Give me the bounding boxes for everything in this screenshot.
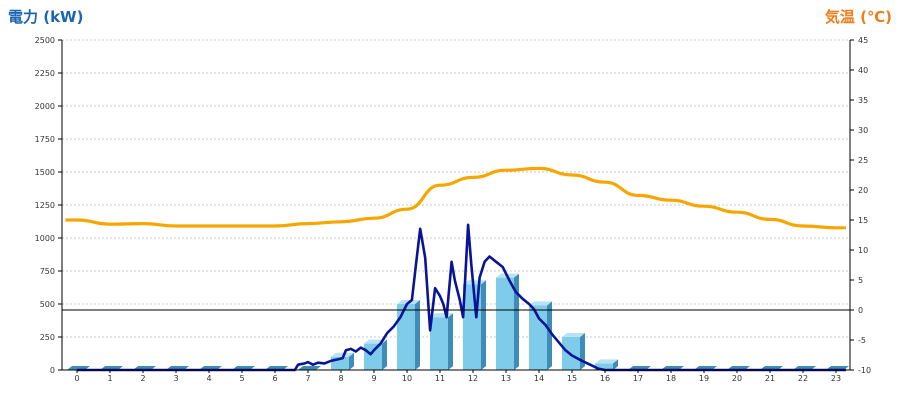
bar-top xyxy=(595,359,618,364)
bar-side xyxy=(514,273,519,370)
x-tick-label: 16 xyxy=(600,374,610,383)
x-tick-label: 7 xyxy=(305,374,310,383)
x-tick-label: 2 xyxy=(140,374,145,383)
left-tick-label: 1250 xyxy=(35,201,55,210)
bar-top xyxy=(562,333,585,337)
bar-side xyxy=(547,301,552,370)
right-axis-title: 気温 (℃) xyxy=(825,8,892,26)
bar-front xyxy=(595,363,613,370)
x-tick-label: 5 xyxy=(239,374,244,383)
bar-base xyxy=(298,366,321,370)
left-tick-label: 750 xyxy=(40,267,55,276)
x-tick-label: 0 xyxy=(74,374,79,383)
left-tick-label: 1750 xyxy=(35,135,55,144)
power-bar xyxy=(397,300,420,370)
x-tick-label: 17 xyxy=(633,374,643,383)
bar-front xyxy=(496,277,514,370)
right-tick-label: 0 xyxy=(858,306,863,315)
bar-front xyxy=(397,304,415,370)
x-tick-label: 18 xyxy=(666,374,676,383)
left-tick-label: 1000 xyxy=(35,234,55,243)
bar-front xyxy=(364,343,382,370)
axes xyxy=(58,39,854,373)
x-tick-label: 21 xyxy=(765,374,775,383)
x-tick-label: 6 xyxy=(272,374,277,383)
x-tick-label: 23 xyxy=(831,374,841,383)
x-tick-label: 20 xyxy=(732,374,742,383)
right-tick-label: 20 xyxy=(858,186,868,195)
data-lines xyxy=(65,166,846,372)
bar-top xyxy=(331,352,354,357)
right-tick-label: -10 xyxy=(858,366,871,375)
left-tick-label: 500 xyxy=(40,300,55,309)
x-tick-label: 4 xyxy=(206,374,211,383)
right-tick-label: 5 xyxy=(858,276,863,285)
power-bar xyxy=(298,366,321,370)
x-tick-label: 1 xyxy=(107,374,112,383)
grid-lines xyxy=(62,39,850,338)
left-tick-label: 250 xyxy=(40,333,55,342)
right-tick-label: 15 xyxy=(858,216,868,225)
x-tick-label: 14 xyxy=(534,374,544,383)
right-tick-label: 10 xyxy=(858,246,868,255)
bar-side xyxy=(415,300,420,370)
right-tick-label: 25 xyxy=(858,156,868,165)
x-tick-label: 22 xyxy=(798,374,808,383)
power-bar xyxy=(364,339,387,370)
temperature-line xyxy=(65,166,846,230)
bar-front xyxy=(430,317,448,370)
x-tick-label: 12 xyxy=(468,374,478,383)
right-tick-label: 35 xyxy=(858,96,868,105)
bar-side xyxy=(448,313,453,370)
bar-side xyxy=(481,280,486,370)
x-tick-label: 10 xyxy=(402,374,412,383)
right-tick-label: 40 xyxy=(858,66,868,75)
left-tick-label: 2000 xyxy=(35,102,55,111)
x-tick-label: 13 xyxy=(501,374,511,383)
left-tick-label: 0 xyxy=(50,366,55,375)
x-tick-label: 11 xyxy=(435,374,445,383)
left-tick-label: 1500 xyxy=(35,168,55,177)
tick-labels: 02505007501000125015001750200022502500-1… xyxy=(35,36,871,383)
right-tick-label: -5 xyxy=(858,336,866,345)
x-tick-label: 3 xyxy=(173,374,178,383)
right-tick-label: 45 xyxy=(858,36,868,45)
bar-side xyxy=(613,359,618,370)
power-bar xyxy=(331,352,354,370)
left-tick-label: 2500 xyxy=(35,36,55,45)
power-bar xyxy=(430,313,453,370)
right-tick-label: 30 xyxy=(858,126,868,135)
x-tick-label: 15 xyxy=(567,374,577,383)
left-axis-title: 電力 (kW) xyxy=(8,8,83,26)
power-bar xyxy=(529,301,552,370)
x-tick-label: 19 xyxy=(699,374,709,383)
bar-top xyxy=(529,301,552,306)
x-tick-label: 9 xyxy=(371,374,376,383)
bar-side xyxy=(349,352,354,370)
power-bar xyxy=(496,273,519,370)
bar-side xyxy=(382,339,387,370)
bar-side xyxy=(580,333,585,370)
x-tick-label: 8 xyxy=(338,374,343,383)
power-line xyxy=(77,223,846,372)
left-tick-label: 2250 xyxy=(35,69,55,78)
